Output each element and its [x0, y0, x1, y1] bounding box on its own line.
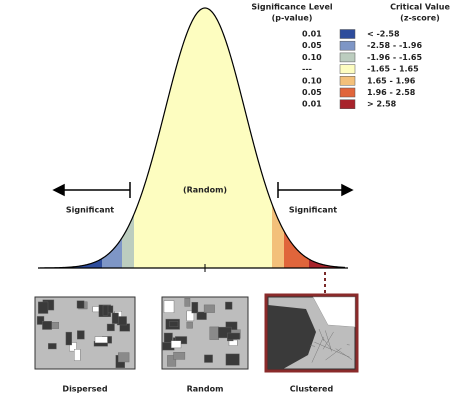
legend-subheader: (p-value): [272, 14, 313, 23]
z-score: -1.65 - 1.65: [367, 65, 419, 74]
right-arrow-head: [342, 185, 352, 195]
p-value: 0.01: [302, 30, 322, 39]
z-score: > 2.58: [367, 100, 397, 109]
maps: Dispersed Random Clustered: [35, 295, 357, 394]
map-label: Clustered: [290, 385, 334, 394]
map-polygon: [93, 307, 100, 312]
map-polygon: [77, 301, 84, 308]
map-polygon: [51, 322, 59, 328]
swatch: [340, 53, 355, 62]
swatch: [340, 88, 355, 97]
map-polygon: [225, 302, 232, 309]
curve-region: [134, 8, 272, 268]
map-label: Random: [187, 385, 224, 394]
map-polygon: [118, 353, 129, 362]
map-polygon: [170, 321, 179, 326]
p-value: 0.05: [302, 41, 322, 50]
curve-region: [272, 204, 284, 268]
swatch: [340, 76, 355, 85]
map-polygon: [226, 354, 240, 365]
z-score: 1.65 - 1.96: [367, 76, 416, 85]
p-value: 0.01: [302, 100, 322, 109]
left-label: Significant: [66, 206, 114, 215]
map-polygon: [74, 349, 80, 360]
z-score: 1.96 - 2.58: [367, 88, 416, 97]
swatch: [340, 30, 355, 39]
map-polygon: [185, 298, 190, 306]
map-polygon: [210, 327, 219, 340]
center-label: (Random): [183, 186, 227, 195]
map-polygon: [112, 313, 118, 324]
swatch: [340, 100, 355, 109]
map-polygon: [187, 322, 193, 328]
p-value: 0.05: [302, 88, 322, 97]
right-label: Significant: [289, 206, 337, 215]
map-polygon: [103, 305, 108, 315]
z-score: < -2.58: [367, 30, 400, 39]
map-polygon: [107, 324, 114, 331]
map-polygon: [48, 343, 56, 349]
map-polygon: [204, 305, 215, 313]
left-arrow-head: [54, 185, 64, 195]
map-polygon: [204, 355, 212, 363]
p-value: 0.10: [302, 76, 322, 85]
map-polygon: [66, 332, 72, 345]
map-polygon: [197, 312, 207, 320]
p-value: ---: [302, 65, 312, 74]
map-polygon: [164, 301, 174, 313]
map-label: Dispersed: [62, 385, 107, 394]
map-polygon: [171, 341, 181, 348]
swatch: [340, 65, 355, 74]
z-score: -1.96 - -1.65: [367, 53, 422, 62]
map-polygon: [227, 333, 240, 339]
map-polygon: [108, 306, 114, 313]
legend: 0.01 < -2.58 0.05 -2.58 - -1.96 0.10 -1.96 - …: [302, 30, 422, 109]
map-polygon: [42, 321, 51, 329]
bell-curve: [40, 8, 345, 268]
map-polygon: [174, 352, 185, 359]
map-polygon: [38, 302, 48, 314]
map-polygon: [77, 331, 84, 340]
p-value: 0.10: [302, 53, 322, 62]
curve-region: [122, 214, 134, 268]
legend-header: Significance Level: [251, 3, 333, 12]
legend-header: Critical Value: [390, 3, 450, 12]
legend-subheader: (z-score): [400, 14, 440, 23]
map-polygon: [192, 302, 198, 313]
map-polygon: [95, 337, 108, 343]
z-score: -2.58 - -1.96: [367, 41, 422, 50]
swatch: [340, 41, 355, 50]
